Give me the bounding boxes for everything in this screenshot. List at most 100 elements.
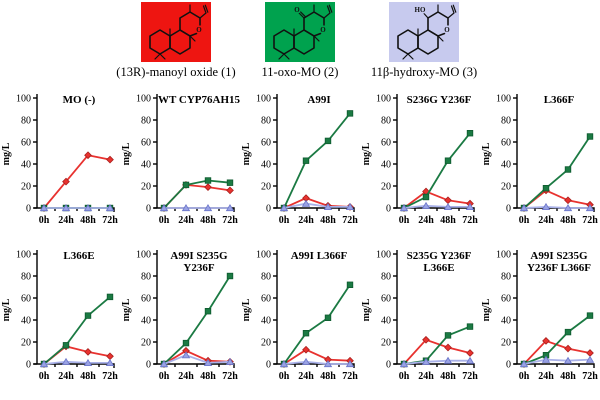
svg-text:80: 80: [261, 116, 271, 127]
chart-9: 0 20 40 60 80 100 mg/L 0h 24h 48h 72h A99I S235GY23…: [481, 250, 598, 383]
svg-text:0h: 0h: [519, 215, 530, 226]
compound-card-hydroxy-mo: HO O 11β-hydroxy-MO (3): [354, 2, 494, 80]
svg-text:mg/L: mg/L: [361, 142, 372, 165]
svg-text:48h: 48h: [80, 215, 96, 226]
series-2: [279, 357, 355, 368]
svg-text:100: 100: [16, 94, 31, 105]
series-2: [159, 204, 235, 212]
axes: 0 20 40 60 80 100 mg/L 0h 24h 48h 72h: [361, 250, 478, 383]
svg-text:80: 80: [381, 272, 391, 283]
svg-text:O: O: [196, 26, 202, 34]
compound-card-manoyl-oxide: O (13R)-manoyl oxide (1): [106, 2, 246, 80]
svg-text:24h: 24h: [178, 215, 194, 226]
svg-text:mg/L: mg/L: [1, 142, 12, 165]
manoyl-oxide-structure-icon: O: [149, 4, 209, 60]
svg-text:40: 40: [141, 316, 151, 327]
svg-text:24h: 24h: [58, 215, 74, 226]
chart-2: 0 20 40 60 80 100 mg/L 0h 24h 48h 72h A99I: [241, 94, 358, 227]
chart-8: 0 20 40 60 80 100 mg/L 0h 24h 48h 72h S235G Y236FL3…: [361, 250, 478, 383]
svg-text:0h: 0h: [39, 371, 50, 382]
svg-text:20: 20: [261, 182, 271, 193]
svg-text:72h: 72h: [222, 371, 238, 382]
svg-text:O: O: [320, 26, 326, 34]
svg-text:20: 20: [141, 338, 151, 349]
svg-text:60: 60: [381, 294, 391, 305]
svg-text:24h: 24h: [298, 215, 314, 226]
axes: 0 20 40 60 80 100 mg/L 0h 24h 48h 72h: [241, 94, 358, 227]
svg-text:24h: 24h: [178, 371, 194, 382]
svg-text:O: O: [294, 6, 300, 14]
axes: 0 20 40 60 80 100 mg/L 0h 24h 48h 72h: [121, 250, 238, 383]
svg-text:60: 60: [501, 138, 511, 149]
chart-1: 0 20 40 60 80 100 mg/L 0h 24h 48h 72h WT CYP76AH15: [121, 94, 240, 227]
svg-text:mg/L: mg/L: [1, 298, 12, 321]
svg-text:0: 0: [26, 204, 31, 215]
svg-text:20: 20: [381, 338, 391, 349]
svg-text:HO: HO: [415, 6, 426, 14]
svg-text:40: 40: [141, 160, 151, 171]
series-1: [520, 312, 594, 368]
chart-7: 0 20 40 60 80 100 mg/L 0h 24h 48h 72h A99I L366F: [241, 250, 358, 383]
svg-text:0h: 0h: [159, 215, 170, 226]
svg-text:0h: 0h: [399, 215, 410, 226]
svg-text:40: 40: [381, 316, 391, 327]
svg-text:24h: 24h: [298, 371, 314, 382]
svg-text:0: 0: [266, 360, 271, 371]
svg-text:48h: 48h: [200, 215, 216, 226]
manoyl-oxide-swatch: O: [141, 2, 211, 62]
svg-text:100: 100: [136, 94, 151, 105]
svg-text:72h: 72h: [102, 371, 118, 382]
chart-0: 0 20 40 60 80 100 mg/L 0h 24h 48h 72h MO (-): [1, 94, 118, 227]
svg-text:mg/L: mg/L: [121, 142, 132, 165]
svg-text:60: 60: [261, 138, 271, 149]
svg-text:60: 60: [501, 294, 511, 305]
svg-text:80: 80: [141, 272, 151, 283]
svg-text:40: 40: [21, 160, 31, 171]
chart-title: A99I S235G: [170, 250, 228, 262]
series-0: [40, 151, 114, 212]
svg-text:0: 0: [146, 204, 151, 215]
series-1: [280, 110, 354, 212]
svg-text:0: 0: [146, 360, 151, 371]
svg-text:0h: 0h: [159, 371, 170, 382]
svg-text:40: 40: [261, 160, 271, 171]
svg-text:0h: 0h: [279, 215, 290, 226]
chart-3: 0 20 40 60 80 100 mg/L 0h 24h 48h 72h S236G Y236F: [361, 94, 478, 227]
svg-text:100: 100: [256, 94, 271, 105]
svg-text:60: 60: [381, 138, 391, 149]
svg-text:80: 80: [381, 116, 391, 127]
svg-text:mg/L: mg/L: [121, 298, 132, 321]
svg-text:24h: 24h: [538, 371, 554, 382]
svg-text:24h: 24h: [418, 215, 434, 226]
svg-text:80: 80: [501, 116, 511, 127]
svg-text:48h: 48h: [200, 371, 216, 382]
axes: 0 20 40 60 80 100 mg/L 0h 24h 48h 72h: [121, 94, 238, 227]
series-2: [39, 204, 115, 212]
compound-label-2: 11-oxo-MO (2): [261, 65, 339, 79]
series-2: [399, 201, 475, 212]
hydroxy-mo-structure-icon: HO O: [397, 4, 457, 60]
svg-text:48h: 48h: [560, 215, 576, 226]
svg-text:60: 60: [261, 294, 271, 305]
svg-text:72h: 72h: [462, 371, 478, 382]
svg-text:72h: 72h: [342, 371, 358, 382]
axes: 0 20 40 60 80 100 mg/L 0h 24h 48h 72h: [481, 94, 598, 227]
chart-title: L366E: [63, 250, 94, 262]
axes: 0 20 40 60 80 100 mg/L 0h 24h 48h 72h: [1, 94, 118, 227]
chart-title: L366E: [423, 262, 454, 274]
svg-text:72h: 72h: [222, 215, 238, 226]
svg-text:48h: 48h: [320, 215, 336, 226]
svg-text:20: 20: [21, 338, 31, 349]
svg-text:80: 80: [21, 272, 31, 283]
chart-6: 0 20 40 60 80 100 mg/L 0h 24h 48h 72h A99I S235GY23…: [121, 250, 238, 383]
svg-text:48h: 48h: [80, 371, 96, 382]
svg-text:100: 100: [256, 250, 271, 261]
svg-text:20: 20: [501, 182, 511, 193]
charts-grid: 0 20 40 60 80 100 mg/L 0h 24h 48h 72h MO (-) 0 20 40 60…: [0, 88, 600, 398]
svg-text:20: 20: [501, 338, 511, 349]
axes: 0 20 40 60 80 100 mg/L 0h 24h 48h 72h: [361, 94, 478, 227]
svg-text:0: 0: [266, 204, 271, 215]
svg-text:40: 40: [261, 316, 271, 327]
svg-text:100: 100: [136, 250, 151, 261]
svg-text:100: 100: [376, 250, 391, 261]
